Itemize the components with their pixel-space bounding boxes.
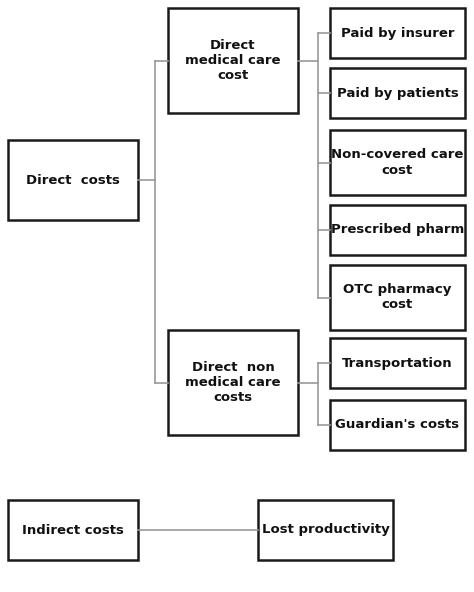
FancyBboxPatch shape: [330, 265, 465, 330]
FancyBboxPatch shape: [330, 338, 465, 388]
FancyBboxPatch shape: [168, 8, 298, 113]
Text: Prescribed pharm: Prescribed pharm: [331, 224, 464, 236]
Text: Paid by insurer: Paid by insurer: [341, 27, 454, 40]
Text: Non-covered care
cost: Non-covered care cost: [331, 149, 464, 176]
Text: Direct  non
medical care
costs: Direct non medical care costs: [185, 361, 281, 404]
FancyBboxPatch shape: [330, 400, 465, 450]
FancyBboxPatch shape: [168, 330, 298, 435]
FancyBboxPatch shape: [8, 500, 138, 560]
Text: OTC pharmacy
cost: OTC pharmacy cost: [343, 284, 452, 311]
FancyBboxPatch shape: [330, 68, 465, 118]
FancyBboxPatch shape: [330, 205, 465, 255]
FancyBboxPatch shape: [330, 8, 465, 58]
FancyBboxPatch shape: [258, 500, 393, 560]
FancyBboxPatch shape: [8, 140, 138, 220]
Text: Guardian's costs: Guardian's costs: [336, 419, 460, 432]
Text: Indirect costs: Indirect costs: [22, 523, 124, 536]
Text: Transportation: Transportation: [342, 356, 453, 369]
Text: Direct  costs: Direct costs: [26, 173, 120, 186]
Text: Paid by patients: Paid by patients: [337, 86, 458, 99]
FancyBboxPatch shape: [330, 130, 465, 195]
Text: Direct
medical care
cost: Direct medical care cost: [185, 39, 281, 82]
Text: Lost productivity: Lost productivity: [262, 523, 389, 536]
